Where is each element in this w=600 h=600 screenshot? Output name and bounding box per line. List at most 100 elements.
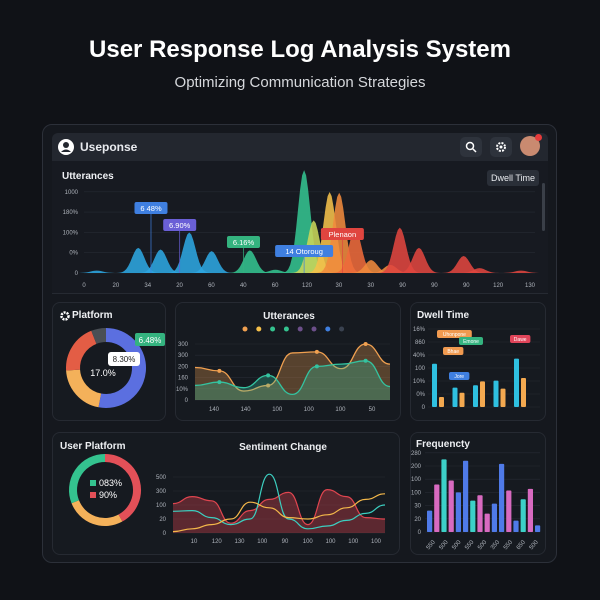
utterances-x-tick: 50: [369, 407, 376, 413]
frequency-y-tick: 100: [411, 477, 422, 483]
annotation-label: 14 Otoroug: [285, 247, 323, 256]
top-x-tick: 120: [302, 283, 313, 289]
utterances-y-tick: 0: [185, 398, 189, 404]
dwell-title: Dwell Time: [417, 310, 470, 321]
annotation-badge: [320, 228, 364, 240]
dwell-bar: [439, 396, 444, 407]
dwell-callout-label: Bhae: [447, 349, 459, 355]
top-x-tick: 40: [240, 283, 247, 289]
top-chart-title: Utterances: [62, 171, 114, 182]
frequency-y-tick: 200: [411, 464, 422, 470]
frequency-x-tick: 550: [426, 539, 437, 551]
top-peak: [114, 247, 163, 273]
top-y-tick: 0: [75, 271, 79, 277]
top-peak: [187, 251, 236, 273]
dwell-y-tick: 100: [415, 366, 426, 372]
sentiment-y-tick: 500: [156, 475, 167, 481]
frequency-y-tick: 30: [414, 504, 421, 510]
dwell-bar: [493, 380, 499, 407]
utterances-point: [363, 342, 368, 346]
utterances-y-tick: 10%: [176, 387, 189, 393]
dwell-callout-label: Jore: [454, 374, 464, 380]
settings-icon: [496, 142, 506, 152]
top-y-tick: 180%: [63, 210, 79, 216]
top-x-tick: 34: [144, 283, 151, 289]
user-platform-legend-label: 90%: [99, 490, 117, 500]
frequency-bar: [455, 492, 461, 532]
platform-slice: [98, 328, 146, 408]
user-platform-slice: [104, 454, 141, 522]
dwell-y-tick: 0%: [416, 392, 425, 398]
sentiment-x-tick: 10: [191, 539, 198, 545]
top-x-tick: 20: [176, 283, 183, 289]
top-peak: [347, 260, 396, 273]
top-peak: [165, 232, 214, 273]
utterances-title: Utterances: [263, 311, 315, 322]
utterances-line: [194, 360, 391, 396]
dwell-callout-label: Emone: [463, 339, 479, 345]
scrollbar[interactable]: [542, 183, 545, 231]
utterances-point: [314, 364, 319, 369]
sentiment-x-tick: 100: [257, 539, 268, 545]
dwell-bar: [459, 392, 465, 407]
frequency-bar: [434, 484, 440, 532]
top-peak: [251, 269, 300, 273]
page-title: User Response Log Analysis System: [89, 36, 511, 63]
dwell-bar: [432, 363, 437, 407]
sentiment-panel: User Platform Sentiment Change: [52, 432, 400, 555]
utterances-legend-dot: [256, 326, 262, 332]
platform-title: Platform: [72, 310, 113, 321]
top-peak: [280, 170, 329, 273]
platform-bubble-label: 8.30%: [113, 355, 136, 364]
user-icon[interactable]: [58, 139, 74, 155]
frequency-bar: [427, 510, 433, 532]
sentiment-line: [172, 473, 386, 530]
settings-button[interactable]: [490, 137, 512, 157]
utterances-legend-dot: [270, 326, 276, 332]
utterances-point: [314, 349, 319, 354]
app-name: Useponse: [80, 140, 138, 154]
frequency-x-tick: 500: [529, 539, 540, 551]
top-x-tick: 60: [272, 283, 279, 289]
avatar[interactable]: [520, 134, 542, 156]
top-x-tick: 20: [113, 283, 120, 289]
dwell-bar: [521, 378, 526, 407]
dwell-callout: [437, 330, 472, 338]
utterances-x-tick: 100: [272, 407, 283, 413]
annotation-badge: [134, 202, 168, 214]
user-platform-legend-label: 083%: [99, 478, 122, 488]
frequency-x-tick: 500: [477, 539, 488, 551]
frequency-bar: [491, 503, 497, 532]
utterances-x-tick: 140: [241, 407, 252, 413]
sentiment-x-tick: 130: [234, 539, 245, 545]
gear-icon: [60, 311, 70, 321]
top-x-tick: 60: [208, 283, 215, 289]
sentiment-x-tick: 100: [325, 539, 336, 545]
frequency-y-tick: 100: [411, 490, 422, 496]
utterances-legend-dot: [325, 326, 331, 332]
top-x-tick: 0: [82, 283, 86, 289]
dwell-time-button[interactable]: Dwell Time: [487, 170, 540, 186]
search-button[interactable]: [460, 137, 482, 157]
dwell-y-tick: 40%: [413, 353, 426, 359]
top-x-tick: 30: [336, 283, 343, 289]
utterances-y-tick: 200: [178, 364, 189, 370]
user-platform-legend-swatch: [90, 480, 96, 486]
platform-slice: [66, 369, 102, 408]
sentiment-x-tick: 100: [371, 539, 382, 545]
sentiment-x-tick: 100: [348, 539, 359, 545]
annotation-label: Plenaon: [329, 230, 357, 239]
annotation-badge: [163, 219, 197, 231]
frequency-y-tick: 280: [411, 451, 422, 457]
frequency-x-tick: 350: [490, 539, 501, 551]
sentiment-line: [172, 493, 386, 533]
sentiment-y-tick: 0: [163, 531, 167, 537]
top-peak: [439, 255, 488, 273]
sentiment-y-tick: 300: [156, 489, 167, 495]
dwell-bar: [480, 381, 485, 407]
frequency-bar: [441, 459, 447, 532]
dwell-y-tick: 10%: [413, 379, 426, 385]
utterances-y-tick: 300: [178, 353, 189, 359]
sentiment-area: [173, 489, 385, 533]
top-y-tick: 1000: [65, 190, 79, 196]
